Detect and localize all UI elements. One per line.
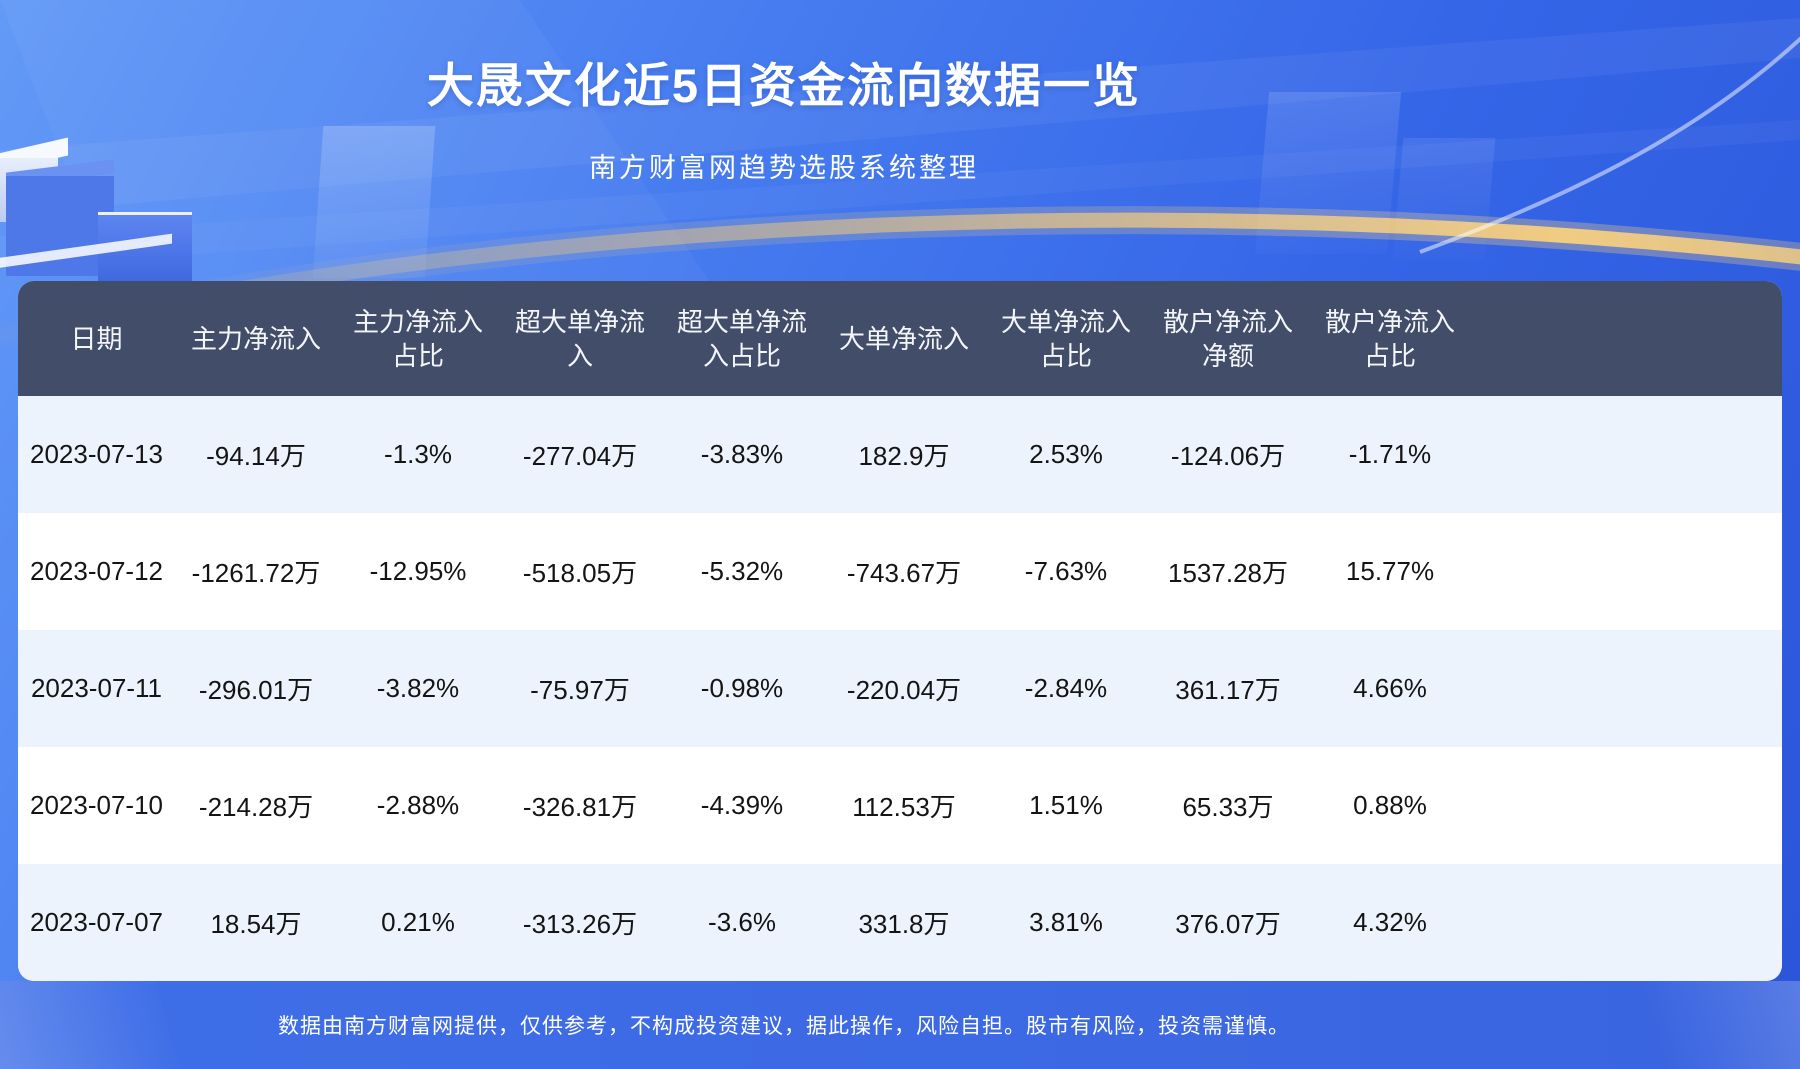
cell-date: 2023-07-12 [30, 556, 163, 586]
cell-value: 0.21% [381, 907, 455, 937]
column-header: 超大单净流入 [514, 306, 645, 371]
column-header: 超大单净流入占比 [676, 306, 807, 371]
page-title: 大晟文化近5日资金流向数据一览 [426, 59, 1142, 112]
cell-value: -743.67万 [846, 558, 962, 588]
column-header: 散户净流入占比 [1324, 306, 1455, 371]
glass-panel [1392, 138, 1496, 260]
table-row: 2023-07-11 -296.01万 -3.82% -75.97万 -0.98… [18, 630, 1782, 747]
column-header: 大单净流入占比 [1000, 306, 1131, 371]
cell-value: -1.71% [1348, 439, 1432, 469]
disclaimer-band: 数据由南方财富网提供，仅供参考，不构成投资建议，据此操作，风险自担。股市有风险，… [0, 981, 1800, 1069]
cell-value: -5.32% [700, 556, 784, 586]
cell-value: 361.17万 [1175, 675, 1281, 705]
cell-value: -1261.72万 [191, 558, 321, 588]
fund-flow-table: 南方财富网 outhmoney.com 日期 主力净流入 主力净流入占比 超大单… [18, 281, 1782, 981]
cell-value: -124.06万 [1170, 441, 1286, 471]
cell-value: -75.97万 [530, 675, 630, 705]
cell-value: -518.05万 [522, 558, 638, 588]
glass-panel [1254, 92, 1402, 254]
table-row: 2023-07-10 -214.28万 -2.88% -326.81万 -4.3… [18, 747, 1782, 864]
column-header-date: 日期 [70, 323, 123, 354]
cell-value: 112.53万 [852, 792, 956, 822]
cell-value: -326.81万 [522, 792, 638, 822]
cell-value: -3.82% [376, 673, 460, 703]
cell-spacer [1471, 513, 1782, 630]
cell-value: -2.88% [376, 790, 460, 820]
cell-value: 18.54万 [210, 909, 302, 939]
cell-value: 182.9万 [858, 441, 950, 471]
header: 大晟文化近5日资金流向数据一览 南方财富网趋势选股系统整理 [0, 0, 1568, 184]
cell-value: 1.51% [1029, 790, 1103, 820]
building-shape [0, 158, 58, 222]
light-beam [0, 120, 1800, 268]
cell-spacer [1471, 864, 1782, 981]
column-header: 主力净流入 [190, 323, 321, 354]
cell-spacer [1471, 630, 1782, 747]
cell-value: 376.07万 [1175, 909, 1281, 939]
cell-value: -277.04万 [522, 441, 638, 471]
cell-value: -214.28万 [198, 792, 314, 822]
cell-value: 15.77% [1345, 556, 1435, 586]
cell-date: 2023-07-07 [30, 907, 163, 937]
cell-value: 4.66% [1353, 673, 1427, 703]
cell-value: -4.39% [700, 790, 784, 820]
page-subtitle: 南方财富网趋势选股系统整理 [589, 153, 979, 183]
white-arc [1419, 36, 1800, 254]
table-row: 2023-07-12 -1261.72万 -12.95% -518.05万 -5… [18, 513, 1782, 630]
column-header: 散户净流入净额 [1162, 306, 1293, 371]
cell-value: -313.26万 [522, 909, 638, 939]
cell-value: -7.63% [1024, 556, 1108, 586]
cell-value: 1537.28万 [1168, 558, 1288, 588]
cell-value: 65.33万 [1182, 792, 1274, 822]
cell-value: -296.01万 [198, 675, 314, 705]
cell-value: -3.6% [708, 907, 776, 937]
cell-date: 2023-07-13 [30, 439, 163, 469]
header-spacer [1471, 281, 1782, 396]
disclaimer-text: 数据由南方财富网提供，仅供参考，不构成投资建议，据此操作，风险自担。股市有风险，… [278, 1015, 1290, 1038]
cell-value: -12.95% [369, 556, 467, 586]
building-shape [0, 137, 68, 173]
column-header: 大单净流入 [838, 323, 969, 354]
light-beam [0, 18, 1800, 215]
band-accent [1560, 981, 1800, 1069]
cell-spacer [1471, 396, 1782, 513]
cell-value: 0.88% [1353, 790, 1427, 820]
glass-panel [312, 126, 436, 278]
building-shape [0, 233, 172, 269]
cell-value: 331.8万 [858, 909, 950, 939]
cell-date: 2023-07-11 [30, 673, 163, 703]
building-shape [6, 159, 114, 187]
building-shape [6, 176, 114, 276]
cell-value: -2.84% [1024, 673, 1108, 703]
cell-date: 2023-07-10 [30, 790, 163, 820]
cell-value: 4.32% [1353, 907, 1427, 937]
band-accent [0, 981, 280, 1069]
cell-value: 3.81% [1029, 907, 1103, 937]
table-row: 2023-07-07 18.54万 0.21% -313.26万 -3.6% 3… [18, 864, 1782, 981]
cell-spacer [1471, 747, 1782, 864]
cell-value: -94.14万 [206, 441, 306, 471]
column-header: 主力净流入占比 [352, 306, 483, 371]
cell-value: -3.83% [700, 439, 784, 469]
cell-value: -0.98% [700, 673, 784, 703]
cell-value: 2.53% [1029, 439, 1103, 469]
table-header-row: 日期 主力净流入 主力净流入占比 超大单净流入 超大单净流入占比 大单净流入 大… [18, 281, 1782, 396]
table-row: 2023-07-13 -94.14万 -1.3% -277.04万 -3.83%… [18, 396, 1782, 513]
cell-value: -220.04万 [846, 675, 962, 705]
cell-value: -1.3% [384, 439, 452, 469]
